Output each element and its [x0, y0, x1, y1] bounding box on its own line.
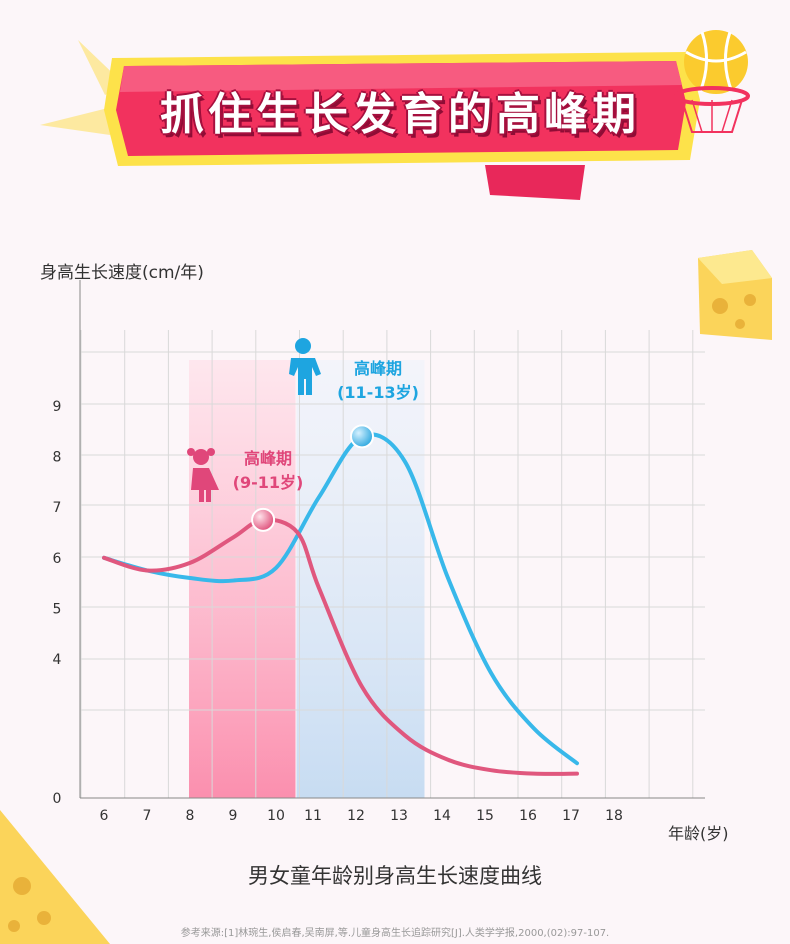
- series-line-girls: [102, 517, 579, 776]
- ribbon-tail: [485, 165, 585, 200]
- hoop-icon: [674, 86, 750, 133]
- x-tick-label: 10: [267, 808, 285, 824]
- ray-left: [40, 105, 120, 135]
- y-tick-label: 5: [53, 601, 62, 617]
- x-tick-label: 8: [186, 808, 195, 824]
- y-tick-label: 6: [53, 551, 62, 567]
- y-tick-label: 9: [53, 399, 62, 415]
- peak-label-boys: 高峰期: [354, 359, 402, 378]
- y-tick-label: 8: [53, 450, 62, 466]
- x-tick-label: 17: [562, 808, 580, 824]
- x-tick-label: 14: [433, 808, 451, 824]
- x-tick-label: 18: [605, 808, 623, 824]
- x-axis-label: 年龄(岁): [668, 824, 729, 843]
- y-axis-label: 身高生长速度(cm/年): [40, 263, 204, 283]
- girl-icon: [187, 448, 219, 502]
- x-tick-label: 6: [100, 808, 109, 824]
- y-tick-label: 4: [53, 652, 62, 668]
- badge-highlight: [120, 61, 682, 92]
- x-tick-label: 11: [304, 808, 322, 824]
- x-tick-label: 9: [229, 808, 238, 824]
- boy-icon: [289, 338, 321, 395]
- chart-title: 男女童年龄别身高生长速度曲线: [248, 864, 542, 888]
- y-tick-label: 0: [53, 791, 62, 807]
- peak-range-girls: (9-11岁): [233, 473, 304, 492]
- peak-marker-boys: [350, 424, 374, 449]
- x-tick-label: 12: [347, 808, 365, 824]
- peak-marker-girls: [251, 507, 276, 532]
- x-tick-label: 16: [519, 808, 537, 824]
- banner-title: 抓住生长发育的高峰期: [160, 89, 640, 140]
- peak-label-girls: 高峰期: [244, 449, 292, 468]
- cheese-icon-right: [698, 250, 772, 340]
- cheese-icon-left: [0, 810, 110, 944]
- header-banner: 抓住生长发育的高峰期: [0, 0, 790, 230]
- x-tick-label: 13: [390, 808, 408, 824]
- source-citation: 参考来源:[1]林琬生,侯启春,吴南屏,等.儿童身高生长追踪研究[J].人类学学…: [180, 928, 610, 939]
- x-tick-label: 15: [476, 808, 494, 824]
- banner-decoration: [40, 30, 750, 200]
- y-tick-label: 7: [53, 500, 62, 516]
- peak-range-boys: (11-13岁): [337, 383, 419, 402]
- x-tick-label: 7: [143, 808, 152, 824]
